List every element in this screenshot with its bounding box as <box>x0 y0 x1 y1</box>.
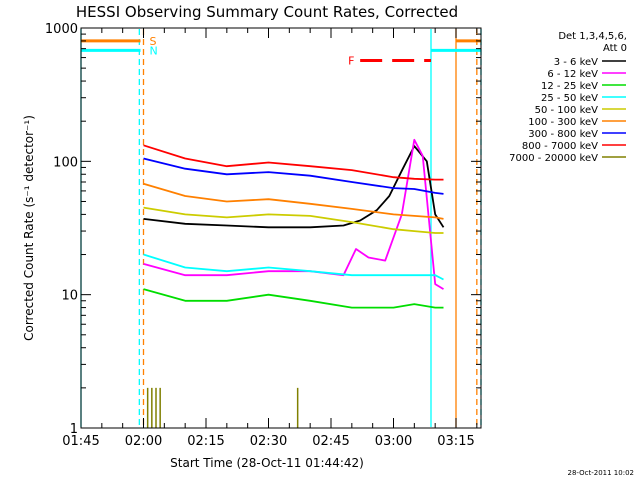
x-tick-label: 02:45 <box>312 434 349 449</box>
y-tick-label: 100 <box>53 155 78 170</box>
flag-label-s: S <box>150 35 157 48</box>
legend-header: Att 0 <box>603 43 627 54</box>
legend-header: Det 1,3,4,5,6, <box>558 31 627 42</box>
flag-label-n: N <box>150 44 158 57</box>
y-tick-label: 1000 <box>45 22 78 37</box>
x-tick-label: 02:15 <box>187 434 224 449</box>
legend-label: 300 - 800 keV <box>528 129 598 140</box>
series-25-50-kev <box>143 253 444 281</box>
y-axis-label-text: Corrected Count Rate (s⁻¹ detector⁻¹) <box>22 115 36 341</box>
series-3-6-kev <box>143 145 445 229</box>
svg-text:Corrected Count Rate (s⁻¹ dete: Corrected Count Rate (s⁻¹ detector⁻¹) <box>22 115 36 341</box>
series-50-100-kev <box>143 206 444 234</box>
x-axis-label: Start Time (28-Oct-11 01:44:42) <box>170 456 364 470</box>
series-300-800-kev <box>143 157 444 195</box>
x-tick-label: 01:45 <box>62 434 99 449</box>
chart-title: HESSI Observing Summary Count Rates, Cor… <box>76 3 458 21</box>
legend-label: 12 - 25 keV <box>541 81 598 92</box>
y-tick-label: 1 <box>70 422 78 437</box>
x-tick-label: 02:30 <box>250 434 287 449</box>
x-axis: 01:45 02:00 02:15 02:30 02:45 03:00 03:15 <box>62 28 478 449</box>
series-12-25-kev <box>143 288 444 309</box>
legend-label: 800 - 7000 keV <box>522 141 598 152</box>
x-tick-label: 02:00 <box>125 434 162 449</box>
series-800-7000-kev <box>143 144 444 181</box>
legend-label: 25 - 50 keV <box>541 93 598 104</box>
timestamp: 28-Oct-2011 10:02 <box>568 469 634 477</box>
legend-label: 7000 - 20000 keV <box>509 153 598 164</box>
plot-area: SN F <box>80 29 482 428</box>
legend-label: 6 - 12 keV <box>547 69 598 80</box>
y-axis-label: Corrected Count Rate (s⁻¹ detector⁻¹) <box>22 115 36 341</box>
series-6-12-kev <box>143 138 444 290</box>
legend-label: 3 - 6 keV <box>554 57 598 68</box>
x-tick-label: 03:15 <box>437 434 474 449</box>
series-100-300-kev <box>143 182 444 220</box>
plot-frame <box>80 27 482 429</box>
y-tick-label: 10 <box>61 289 78 304</box>
legend-label: 50 - 100 keV <box>535 105 599 116</box>
x-tick-label: 03:00 <box>375 434 412 449</box>
legend-label: 100 - 300 keV <box>528 117 598 128</box>
y-axis: 1 10 100 1000 <box>45 22 481 437</box>
flag-label-f: F <box>348 55 354 68</box>
